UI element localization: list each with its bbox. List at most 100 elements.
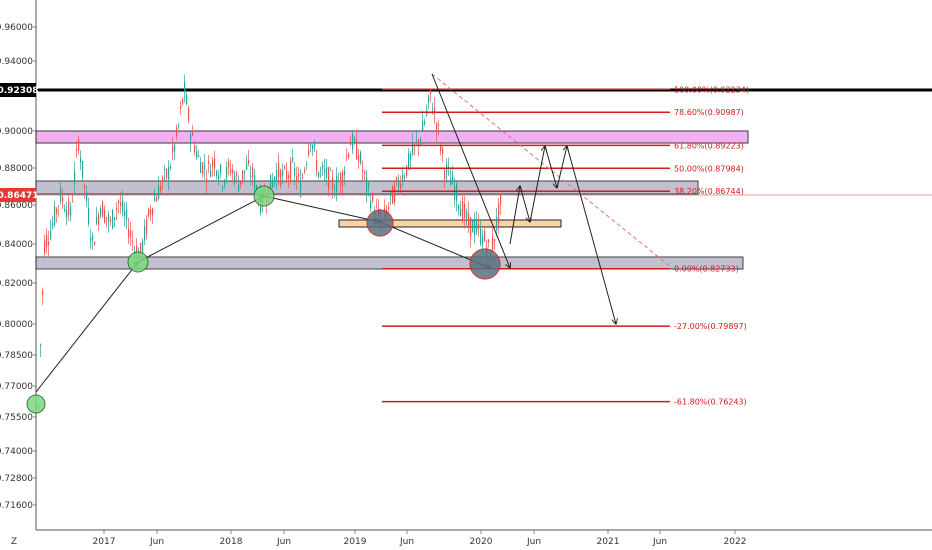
candle-body	[284, 166, 286, 169]
candle-body	[320, 169, 322, 170]
candle-body	[84, 184, 86, 188]
candle-body	[76, 149, 78, 151]
candle-body	[120, 202, 122, 207]
candle-body	[176, 128, 178, 136]
candle-body	[100, 208, 102, 216]
candle-body	[116, 208, 118, 210]
x-axis: 2017 Jun 2018 Jun 2019 Jun 2020 Jun 2021 Jun 2022	[93, 530, 746, 547]
y-tick-label: 0.88000	[0, 164, 33, 174]
candle-body	[62, 197, 64, 202]
candle-body	[226, 166, 228, 178]
candle-body	[290, 160, 292, 182]
candle-body	[322, 165, 324, 169]
candle-body	[334, 192, 336, 196]
candle-body	[346, 156, 348, 158]
candle-body	[234, 175, 236, 185]
candle-body	[440, 145, 442, 151]
candle-body	[102, 202, 104, 218]
candle-body	[206, 179, 208, 183]
candle-body	[368, 182, 370, 189]
candle-body	[298, 174, 300, 177]
candle-body	[288, 175, 290, 179]
candle-body	[250, 175, 252, 178]
y-tick-label: 0.90000	[0, 127, 33, 137]
candle-body	[412, 143, 414, 155]
candle-body	[218, 175, 220, 180]
candle-body	[438, 124, 440, 126]
candle-body	[354, 138, 356, 144]
candle-body	[66, 209, 68, 218]
candle-body	[390, 191, 392, 197]
candle-body	[196, 151, 198, 158]
fib-label: 61.80%(0.89223)	[674, 141, 744, 150]
y-tick-label: 0.80000	[0, 320, 33, 330]
candle-body	[40, 344, 42, 347]
candle-body	[478, 224, 480, 226]
candle-body	[68, 200, 70, 215]
candle-body	[410, 153, 412, 160]
candle-body	[198, 155, 200, 157]
candle-body	[362, 169, 364, 172]
y-tick-label: 0.86000	[0, 201, 33, 211]
candle-body	[292, 157, 294, 161]
candle-body	[278, 163, 280, 178]
candle-body	[72, 200, 74, 202]
candle-body	[428, 95, 430, 103]
candle-body	[246, 163, 248, 170]
candle-body	[448, 166, 450, 168]
candle-body	[232, 169, 234, 174]
candle-body	[294, 168, 296, 177]
projection-arrow	[544, 145, 557, 188]
candle-body	[254, 175, 256, 190]
fib-levels: 100.00%(0.92234) 78.60%(0.90987) 61.80%(0.…	[382, 85, 749, 407]
candle-body	[158, 185, 160, 200]
candle-body	[252, 167, 254, 178]
candle-body	[416, 139, 418, 141]
candle-body	[352, 133, 354, 150]
candle-body	[156, 197, 158, 202]
candle-body	[132, 241, 134, 243]
candle-body	[286, 171, 288, 180]
fib-label: -61.80%(0.76243)	[674, 398, 747, 407]
candle-body	[434, 107, 436, 114]
candle-body	[276, 170, 278, 183]
fib-label: 0.00%(0.82733)	[674, 265, 739, 274]
candle-body	[146, 219, 148, 235]
candle-body	[338, 180, 340, 182]
candle-body	[94, 242, 96, 246]
candle-body	[404, 177, 406, 179]
candle-body	[420, 138, 422, 142]
candle-body	[124, 210, 126, 216]
candle-body	[418, 139, 420, 147]
timeframe-label: Z	[11, 537, 17, 547]
candle-body	[42, 291, 44, 296]
candle-body	[54, 205, 56, 225]
candle-body	[460, 208, 462, 217]
candle-body	[444, 171, 446, 179]
candle-body	[466, 211, 468, 219]
candle-body	[452, 173, 454, 184]
candle-body	[500, 193, 502, 205]
candle-body	[112, 209, 114, 229]
candle-body	[498, 203, 500, 224]
candle-body	[308, 150, 310, 156]
candle-body	[230, 168, 232, 174]
candle-body	[168, 166, 170, 180]
candle-body	[482, 235, 484, 246]
candle-body	[392, 186, 394, 204]
candle-body	[228, 162, 230, 167]
projection-arrow	[137, 196, 264, 263]
x-tick-label: Jun	[276, 537, 291, 547]
candle-body	[342, 171, 344, 187]
price-badge: 0.86471	[0, 188, 39, 202]
bearish-pivot-circle	[469, 248, 501, 280]
bullish-pivot-circle	[127, 251, 149, 273]
price-badge-bg	[0, 83, 36, 97]
candle-body	[140, 242, 142, 254]
y-tick-label: 0.96000	[0, 23, 33, 33]
candle-body	[104, 209, 106, 223]
bullish-pivot-circle	[26, 394, 46, 414]
candle-body	[282, 170, 284, 176]
candle-body	[114, 217, 116, 221]
